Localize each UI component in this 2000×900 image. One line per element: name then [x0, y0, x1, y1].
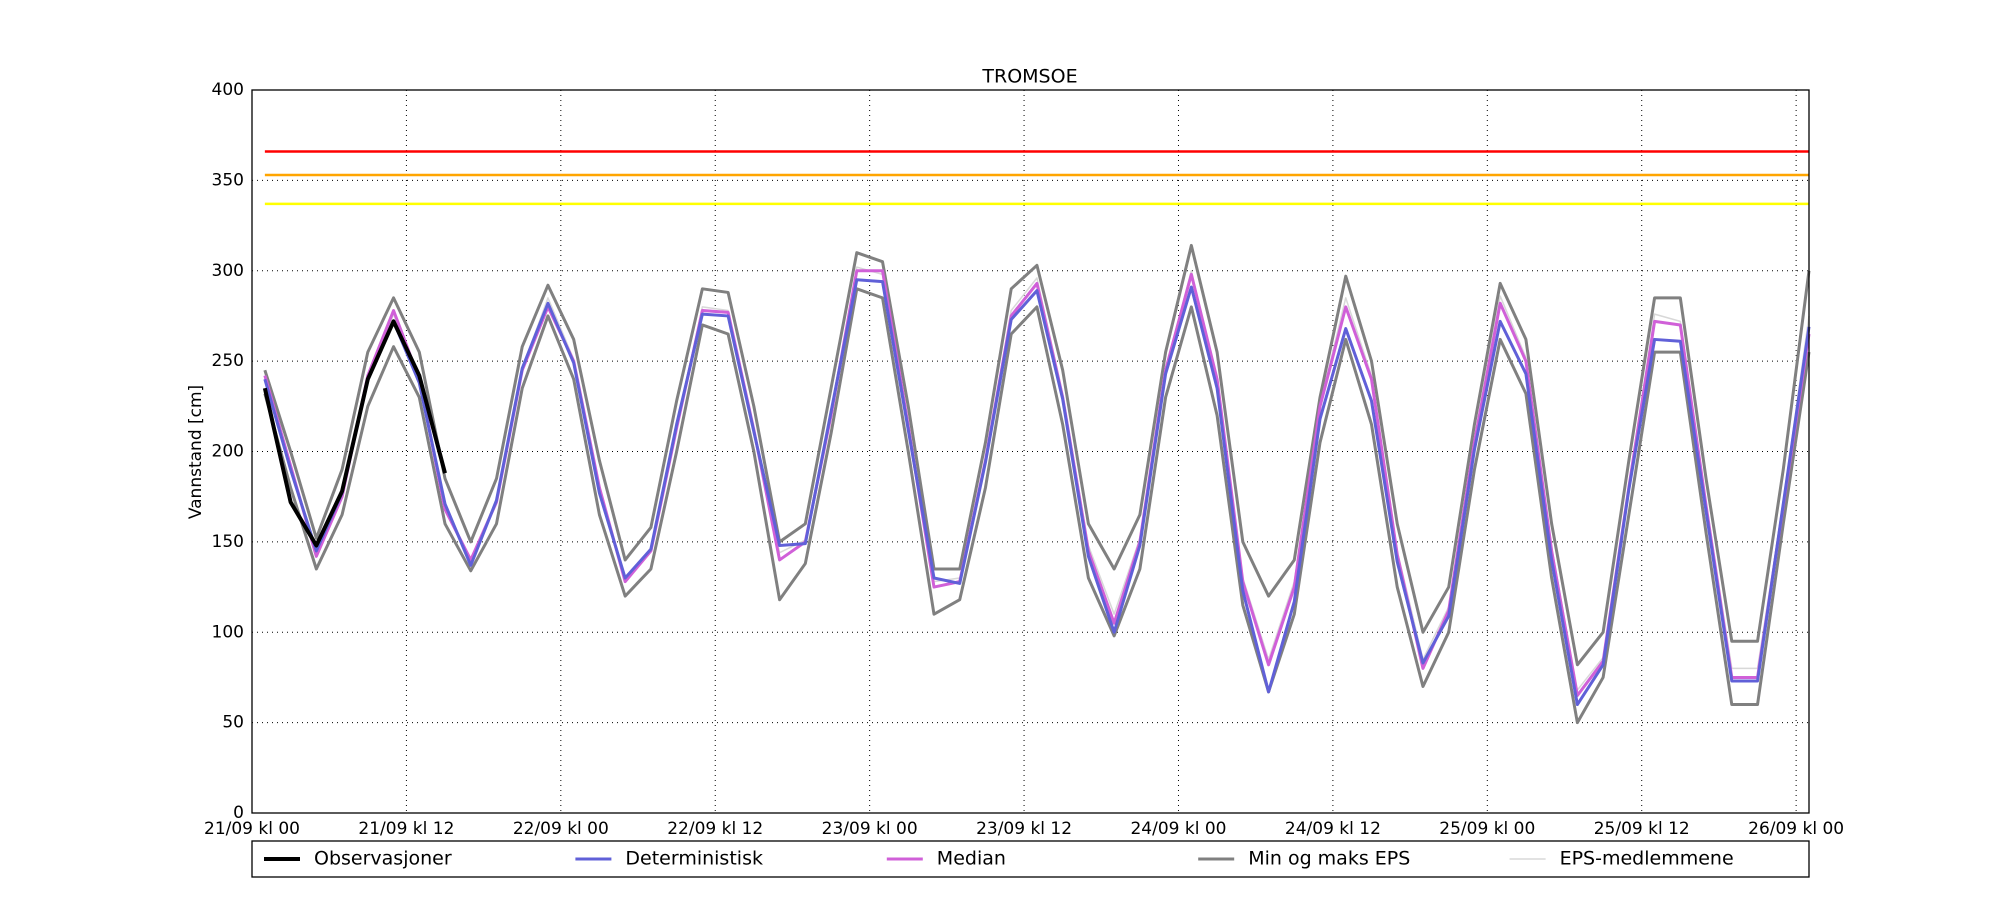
legend-box	[251, 840, 1810, 878]
plot-frame	[251, 89, 1810, 814]
series-line	[263, 278, 1811, 707]
y-tick-label: 150	[212, 532, 244, 552]
y-tick-label: 300	[212, 261, 244, 281]
legend-label: Min og maks EPS	[1248, 848, 1410, 870]
max-line	[263, 243, 1811, 667]
x-tick-label: 24/09 kl 00	[1130, 819, 1226, 839]
x-tick-label: 23/09 kl 00	[822, 819, 918, 839]
y-axis-label: Vannstand [cm]	[186, 385, 206, 519]
x-tick-label: 22/09 kl 00	[513, 819, 609, 839]
legend-label: Median	[937, 848, 1006, 870]
series-line	[262, 319, 447, 548]
y-tick-label: 100	[212, 622, 244, 642]
x-tick-label: 26/09 kl 00	[1748, 819, 1844, 839]
y-tick-label: 250	[212, 351, 244, 371]
y-tick-label: 50	[222, 713, 244, 733]
y-tick-label: 400	[212, 80, 244, 100]
legend-label: Observasjoner	[314, 848, 452, 870]
x-tick-label: 25/09 kl 12	[1594, 819, 1690, 839]
legend-label: Deterministisk	[625, 848, 763, 870]
x-tick-label: 24/09 kl 12	[1285, 819, 1381, 839]
x-tick-label: 22/09 kl 12	[667, 819, 763, 839]
legend-label: EPS-medlemmene	[1560, 848, 1734, 870]
x-tick-label: 21/09 kl 12	[358, 819, 454, 839]
y-tick-label: 350	[212, 170, 244, 190]
min-line	[263, 287, 1811, 725]
chart-title: TROMSOE	[981, 66, 1077, 88]
y-tick-label: 0	[233, 803, 244, 823]
y-tick-label: 200	[212, 442, 244, 462]
x-tick-label: 23/09 kl 12	[976, 819, 1072, 839]
x-tick-label: 25/09 kl 00	[1439, 819, 1535, 839]
x-tick-label: 21/09 kl 00	[204, 819, 300, 839]
